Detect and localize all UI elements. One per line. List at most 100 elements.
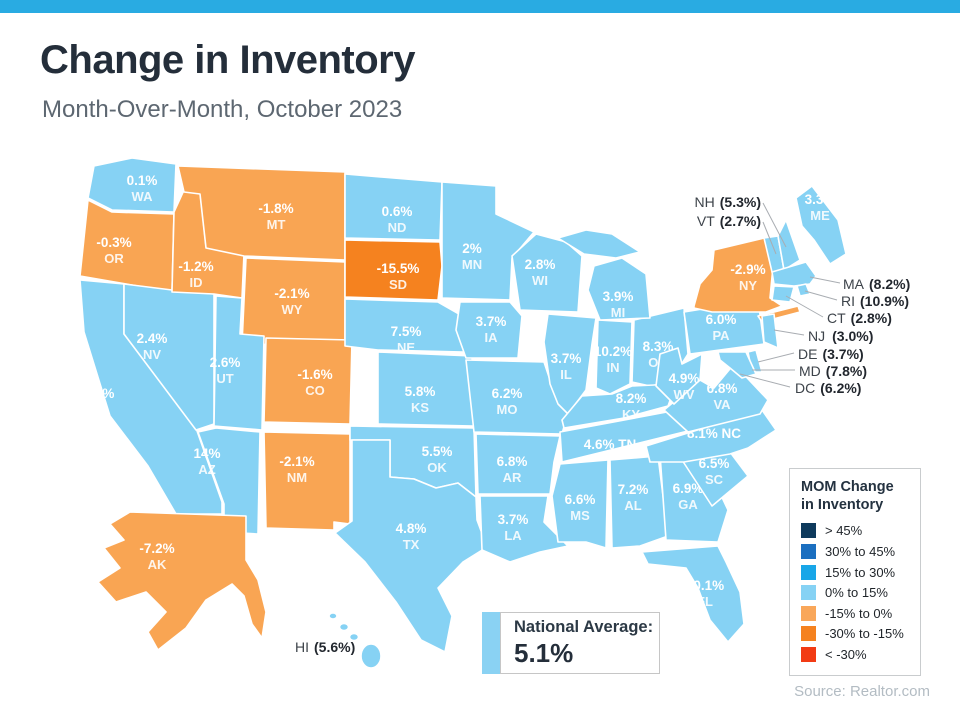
state-ct[interactable] [771, 285, 795, 303]
state-shape-wv[interactable] [655, 347, 703, 405]
legend-item: 0% to 15% [801, 585, 914, 601]
state-shape-co[interactable] [263, 337, 353, 425]
state-ok[interactable]: 5.5% OK [349, 425, 477, 498]
state-md[interactable] [717, 351, 757, 379]
state-shape-ri[interactable] [796, 283, 811, 297]
legend-swatch [801, 543, 816, 559]
state-shape-nj[interactable] [761, 313, 779, 349]
state-wy[interactable]: -2.1% WY [241, 257, 346, 347]
state-fl[interactable]: 10.1% FL [641, 545, 745, 643]
state-co[interactable]: -1.6% CO [263, 337, 353, 425]
legend-item: -15% to 0% [801, 605, 914, 621]
state-al[interactable]: 7.2% AL [609, 455, 669, 549]
state-value-va: 6.8% [707, 381, 738, 396]
state-value-me: 3.3% [805, 192, 836, 207]
state-value-mt: -1.8% [258, 201, 293, 216]
state-value-or: -0.3% [96, 235, 131, 250]
state-shape-ar[interactable] [475, 433, 561, 495]
state-shape-va[interactable] [663, 363, 769, 433]
state-tx[interactable]: 4.8% TX [334, 439, 488, 653]
state-wv[interactable]: 4.9% WV [655, 347, 703, 405]
state-shape-ak[interactable] [97, 511, 267, 651]
legend-title: MOM Change in Inventory [801, 479, 894, 513]
state-value-ms: 6.6% [565, 492, 596, 507]
callout-vt: VT (2.7%) [697, 213, 761, 229]
state-shape-wi[interactable] [511, 233, 583, 313]
state-shape-nc[interactable] [645, 409, 777, 463]
state-abbr-wi: WI [532, 273, 548, 288]
state-nh[interactable] [777, 219, 801, 271]
state-mn[interactable]: 2% MN [441, 181, 535, 301]
state-shape-la[interactable] [479, 495, 569, 563]
state-shape-tx[interactable] [334, 439, 488, 653]
state-abbr-ms: MS [570, 508, 590, 523]
state-ne[interactable]: 7.5% NE [344, 298, 467, 355]
state-shape-in[interactable] [595, 319, 633, 395]
state-abbr-ok: OK [427, 460, 447, 475]
state-wi[interactable]: 2.8% WI [511, 233, 583, 313]
legend-swatch [801, 605, 816, 621]
state-ut[interactable]: 2.6% UT [210, 295, 265, 431]
state-nd[interactable]: 0.6% ND [344, 173, 443, 241]
state-value-ky: 8.2% [616, 391, 647, 406]
state-shape-ma[interactable] [771, 261, 817, 287]
state-pa[interactable]: 6.0% PA [683, 299, 765, 355]
state-ia[interactable]: 3.7% IA [455, 301, 523, 359]
state-la[interactable]: 3.7% LA [479, 495, 569, 563]
state-shape-nh[interactable] [777, 219, 801, 271]
state-shape-mi[interactable] [587, 257, 651, 321]
state-abbr-ia: IA [485, 330, 499, 345]
state-ak[interactable]: -7.2% AK [97, 511, 267, 651]
state-value-sc: 6.5% [699, 456, 730, 471]
state-me[interactable]: 3.3% ME [795, 185, 847, 265]
state-in[interactable]: 10.2% IN [594, 319, 633, 395]
state-ms[interactable]: 6.6% MS [551, 459, 609, 549]
state-shape-nd[interactable] [344, 173, 443, 241]
state-ri[interactable] [796, 283, 811, 297]
state-va[interactable]: 6.8% VA [663, 363, 769, 433]
state-shape-ut[interactable] [213, 295, 265, 431]
state-ca[interactable]: 5.1% CA [79, 279, 223, 515]
state-shape-md[interactable] [717, 351, 757, 379]
state-shape-mi-up[interactable] [557, 229, 641, 259]
state-mo[interactable]: 6.2% MO [465, 359, 569, 435]
state-ar[interactable]: 6.8% AR [475, 433, 561, 495]
state-shape-fl[interactable] [641, 545, 745, 643]
state-shape-ia[interactable] [455, 301, 523, 359]
state-wa[interactable]: 0.1% WA [87, 157, 177, 213]
state-ky[interactable]: 8.2% KY [561, 383, 677, 429]
state-shape-me[interactable] [795, 185, 847, 265]
state-hi[interactable] [328, 612, 382, 669]
state-shape-hi-island-3[interactable] [348, 632, 360, 642]
state-shape-ct[interactable] [771, 285, 795, 303]
state-nj[interactable] [761, 313, 779, 349]
state-ma[interactable] [771, 261, 817, 287]
state-mi[interactable]: 3.9% MI [557, 229, 651, 321]
state-ks[interactable]: 5.8% KS [377, 351, 475, 427]
state-shape-hi-island-1[interactable] [328, 612, 338, 620]
state-abbr-wa: WA [132, 189, 154, 204]
state-shape-hi-island-2[interactable] [338, 622, 350, 632]
state-value-wy: -2.1% [274, 286, 309, 301]
state-abbr-fl: FL [697, 594, 713, 609]
state-value-nm: -2.1% [279, 454, 314, 469]
callout-nj: NJ (3.0%) [808, 328, 873, 344]
state-abbr-or: OR [104, 251, 124, 266]
state-abbr-wy: WY [282, 302, 303, 317]
state-value-ak: -7.2% [139, 541, 174, 556]
legend-item: > 45% [801, 523, 914, 539]
state-shape-ms[interactable] [551, 459, 609, 549]
state-shape-sd[interactable] [344, 239, 443, 301]
state-shape-ny[interactable] [693, 237, 783, 313]
state-shape-hi-island-4[interactable] [360, 643, 382, 669]
state-abbr-in: IN [607, 360, 620, 375]
state-nc[interactable]: 8.1% NC [645, 409, 777, 463]
state-az[interactable]: 14% AZ [193, 427, 261, 535]
state-value-ga: 6.9% [673, 481, 704, 496]
state-abbr-la: LA [504, 528, 522, 543]
state-ga[interactable]: 6.9% GA [659, 447, 729, 543]
national-average-label: National Average: [514, 618, 654, 636]
state-sd[interactable]: -15.5% SD [344, 239, 443, 301]
state-nm[interactable]: -2.1% NM [263, 431, 351, 531]
state-or[interactable]: -0.3% OR [79, 199, 175, 293]
